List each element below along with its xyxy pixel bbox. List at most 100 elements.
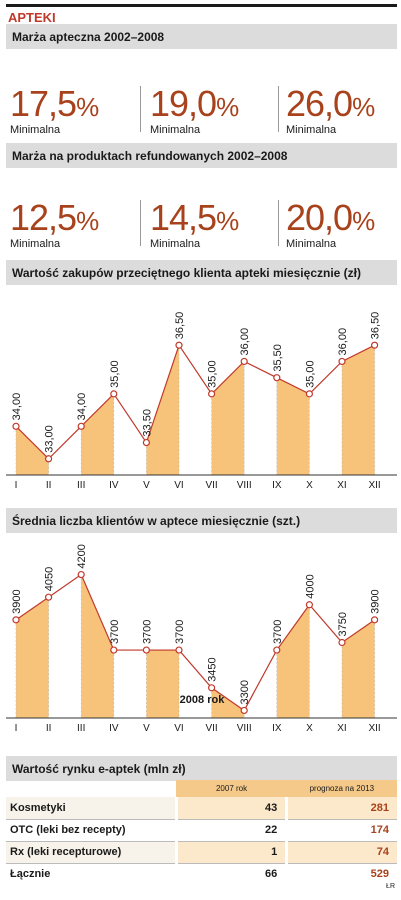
x-tick-label: VI [174,723,183,734]
data-point [142,438,150,447]
x-tick-label: VII [205,723,217,734]
stat-label: Minimalna [10,124,61,136]
x-tick-label: III [77,480,85,491]
data-label: 4000 [304,574,316,598]
x-tick-label: X [306,723,313,734]
data-point [240,357,248,366]
stat-card: 20,0% Minimalna [286,197,401,251]
area-segment [16,426,49,475]
chart-purchase-value: 34,00 I 33,00 II 34,00 III 35,00 IV 33,50 V 36,50 V… [6,312,397,491]
x-tick-label: II [46,480,52,491]
data-label: 3750 [337,612,349,636]
x-tick-label: VI [174,480,183,491]
data-point [175,646,183,654]
data-label: 3700 [109,620,121,644]
x-tick-label: IX [272,723,282,734]
x-tick-label: VIII [237,480,252,491]
data-point [240,706,248,715]
section-heading-marza: Marża apteczna 2002–2008 [6,24,397,49]
stat-value: 20,0 [286,197,353,238]
stat-card: 26,0% Minimalna [286,83,401,137]
data-label: 4050 [44,567,56,591]
area-segment [211,361,245,475]
divider [278,200,279,246]
data-point [305,601,313,609]
data-label: 36,50 [174,312,186,340]
stat-percent: % [76,92,99,122]
market-table: 2007 rok prognoza na 2013 Kosmetyki 43 281 … [6,780,397,885]
stat-value: 19,0 [150,83,217,124]
area-segment [16,597,49,718]
x-tick-label: I [15,480,18,491]
data-point [338,357,346,366]
stat-percent: % [352,206,375,236]
stat-value: 12,5 [10,197,77,238]
data-point [110,646,118,654]
stat-percent: % [352,92,375,122]
data-point [44,455,53,463]
data-label: 36,00 [337,328,349,356]
x-tick-label: V [143,480,150,491]
area-segment [342,619,375,718]
stat-label: Minimalna [150,238,201,250]
x-tick-label: III [77,723,85,734]
data-label: 33,50 [141,409,153,437]
data-point [338,638,346,647]
x-tick-label: IV [109,723,119,734]
data-label: 36,50 [370,312,382,340]
chart-annotation: 2008 rok [180,694,226,706]
series-line [15,573,375,712]
stat-value: 26,0 [286,83,353,124]
data-label: 35,50 [272,344,284,372]
data-label: 35,00 [304,360,316,388]
area-segment [146,650,179,718]
area-segment [342,345,375,475]
x-tick-label: XII [368,723,380,734]
x-tick-label: XI [337,480,346,491]
divider [278,86,279,132]
data-point [44,593,53,601]
data-label: 3700 [272,620,284,644]
data-point [77,422,85,430]
data-label: 35,00 [109,360,121,388]
col-header-2013: prognoza na 2013 [286,780,397,797]
area-segment [276,377,310,475]
col-header-2007: 2007 rok [176,780,287,797]
area-segment [276,604,310,718]
stat-label: Minimalna [286,124,337,136]
table-heading: Wartość rynku e-aptek (mln zł) [6,756,397,781]
stat-percent: % [216,206,239,236]
x-tick-label: I [15,723,18,734]
source-credit: ŁR [386,883,395,890]
area-segment [81,393,114,475]
x-tick-label: II [46,723,52,734]
series-line [15,343,375,460]
x-tick-label: VIII [237,723,252,734]
area-segment [211,687,245,718]
divider [140,86,141,132]
stat-label: Minimalna [286,238,337,250]
data-point [175,341,183,349]
top-rule [6,4,397,7]
data-point [208,684,216,692]
stat-card: 14,5% Minimalna [150,197,280,251]
data-point [305,390,313,398]
data-label: 3900 [370,589,382,613]
x-tick-label: V [143,723,150,734]
section-heading-refund: Marża na produktach refundowanych 2002–2… [6,143,397,168]
data-point [142,646,150,654]
stat-value: 14,5 [150,197,217,238]
data-label: 34,00 [11,393,23,421]
data-label: 3700 [141,620,153,644]
data-point [77,570,85,579]
page-title: APTEKI [8,10,56,25]
table-row: Łącznie 66 529 [6,863,397,885]
data-label: 3900 [11,589,23,613]
stat-value: 17,5 [10,83,77,124]
chart1-heading: Wartość zakupów przeciętnego klienta apt… [6,260,397,285]
stat-percent: % [76,206,99,236]
data-point [12,422,20,430]
x-tick-label: IX [272,480,282,491]
table-row: Kosmetyki 43 281 [6,797,397,820]
stat-label: Minimalna [150,124,201,136]
